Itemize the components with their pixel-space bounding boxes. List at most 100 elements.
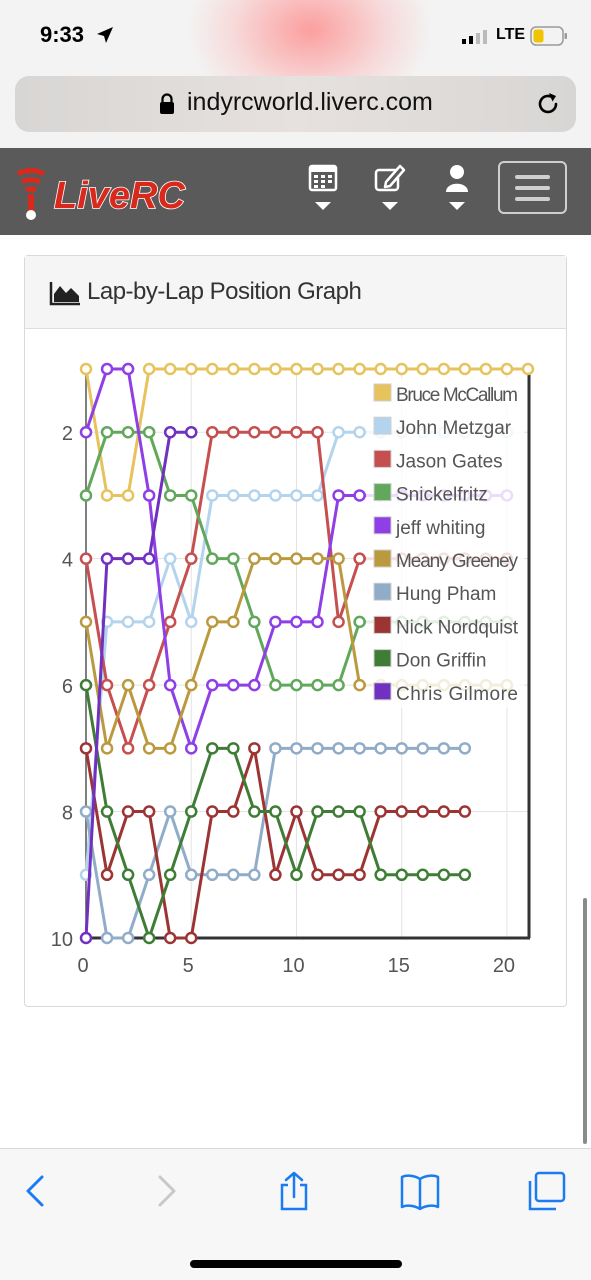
series-point bbox=[269, 615, 282, 629]
forward-icon[interactable] bbox=[146, 1171, 186, 1211]
area-chart-icon bbox=[49, 282, 80, 306]
legend-label: Jason Gates bbox=[396, 451, 503, 472]
location-arrow-icon bbox=[97, 27, 113, 43]
legend-box bbox=[366, 378, 524, 708]
bookmarks-icon[interactable] bbox=[400, 1171, 440, 1211]
series-point bbox=[311, 805, 324, 818]
series-point bbox=[100, 425, 114, 439]
series-point bbox=[79, 425, 93, 439]
series-point bbox=[395, 362, 408, 376]
series-point bbox=[437, 742, 451, 755]
series-point bbox=[248, 362, 261, 376]
series-point bbox=[332, 615, 345, 629]
signal-icon bbox=[462, 30, 487, 44]
series-point bbox=[290, 742, 303, 755]
series-point bbox=[311, 678, 324, 692]
series-point bbox=[500, 362, 514, 376]
series-point bbox=[248, 425, 261, 439]
series-point bbox=[163, 742, 177, 755]
series-point bbox=[353, 615, 366, 629]
series-point bbox=[311, 425, 324, 439]
series-point bbox=[458, 868, 472, 882]
safari-toolbar bbox=[0, 1148, 591, 1280]
series-point bbox=[79, 931, 93, 945]
series-point bbox=[184, 489, 198, 502]
series-point bbox=[184, 678, 198, 692]
legend-swatch bbox=[373, 549, 392, 568]
series-point bbox=[206, 489, 219, 502]
battery-icon bbox=[530, 26, 567, 46]
series-point bbox=[437, 868, 451, 882]
series-point bbox=[227, 362, 240, 376]
series-point bbox=[121, 678, 135, 692]
x-tick-label: 15 bbox=[388, 955, 410, 977]
scroll-indicator bbox=[583, 898, 587, 1144]
series-point bbox=[206, 425, 219, 439]
series-point bbox=[142, 615, 156, 629]
series-point bbox=[184, 868, 198, 882]
legend-label: Meany Greeney bbox=[396, 551, 519, 572]
series-point bbox=[374, 868, 387, 882]
series-point bbox=[206, 742, 219, 755]
series-point bbox=[290, 678, 303, 692]
series-point bbox=[332, 362, 345, 376]
series-point bbox=[374, 362, 387, 376]
series-point bbox=[311, 615, 324, 629]
legend-label: Don Griffin bbox=[396, 651, 486, 672]
series-point bbox=[100, 868, 114, 882]
series-point bbox=[227, 489, 240, 502]
series-point bbox=[269, 678, 282, 692]
series-point bbox=[163, 362, 177, 376]
calendar-icon[interactable] bbox=[303, 162, 343, 218]
series-point bbox=[395, 805, 408, 818]
edit-icon[interactable] bbox=[370, 162, 410, 218]
series-point bbox=[332, 868, 345, 882]
legend-label: John Metzgar bbox=[396, 418, 512, 439]
tabs-icon[interactable] bbox=[526, 1171, 566, 1211]
series-point bbox=[395, 868, 408, 882]
series-point bbox=[290, 425, 303, 439]
site-navbar: LiveRC bbox=[0, 148, 591, 235]
share-icon[interactable] bbox=[274, 1171, 314, 1211]
series-point bbox=[142, 931, 156, 945]
liverc-logo[interactable]: LiveRC bbox=[14, 164, 220, 222]
series-point bbox=[269, 552, 282, 565]
series-point bbox=[248, 868, 261, 882]
series-point bbox=[79, 552, 93, 565]
series-point bbox=[353, 552, 366, 565]
svg-text:LiveRC: LiveRC bbox=[54, 175, 185, 217]
user-icon[interactable] bbox=[437, 162, 477, 218]
series-point bbox=[269, 425, 282, 439]
lock-icon bbox=[160, 93, 174, 114]
url-bar[interactable]: indyrcworld.liverc.com bbox=[15, 76, 576, 132]
menu-toggle-button[interactable] bbox=[498, 161, 567, 214]
legend-swatch bbox=[373, 416, 392, 435]
series-point bbox=[332, 678, 345, 692]
series-point bbox=[416, 805, 430, 818]
series-point bbox=[479, 362, 493, 376]
series-point bbox=[206, 805, 219, 818]
series-point bbox=[142, 678, 156, 692]
back-icon[interactable] bbox=[16, 1171, 56, 1211]
reload-icon[interactable] bbox=[534, 90, 562, 118]
series-point bbox=[248, 805, 261, 818]
series-point bbox=[458, 805, 472, 818]
legend-swatch bbox=[373, 516, 392, 535]
series-point bbox=[290, 362, 303, 376]
series-point bbox=[437, 362, 451, 376]
series-point bbox=[332, 742, 345, 755]
series-point bbox=[184, 362, 198, 376]
series-point bbox=[353, 425, 366, 439]
series-point bbox=[290, 489, 303, 502]
x-tick-label: 20 bbox=[493, 955, 515, 977]
home-indicator bbox=[190, 1260, 402, 1268]
series-point bbox=[311, 868, 324, 882]
series-point bbox=[100, 362, 114, 376]
series-point bbox=[290, 552, 303, 565]
y-tick-label: 2 bbox=[62, 423, 73, 445]
network-label: LTE bbox=[496, 26, 526, 43]
series-point bbox=[100, 931, 114, 945]
series-point bbox=[416, 742, 430, 755]
browser-chrome: 9:33 LTE indyrcworld.liverc.com bbox=[0, 0, 591, 148]
series-point bbox=[269, 489, 282, 502]
